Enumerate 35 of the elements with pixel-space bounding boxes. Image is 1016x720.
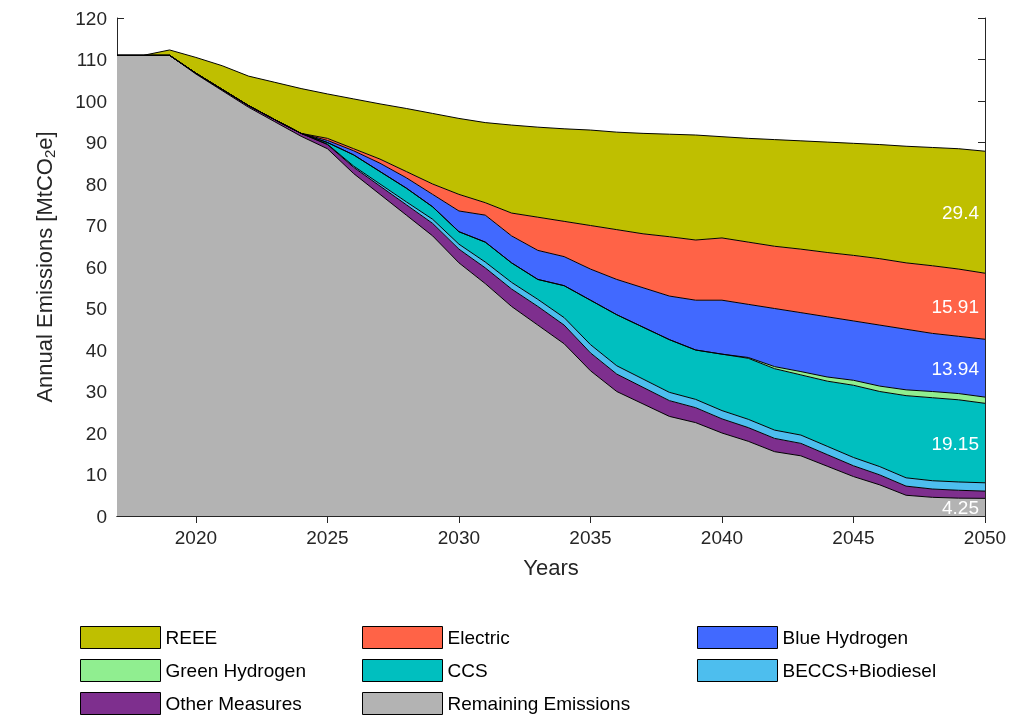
y-tick-label: 30: [85, 381, 107, 402]
y-tick-label: 50: [85, 298, 107, 319]
y-tick-label: 40: [85, 339, 107, 361]
y-tick-label: 80: [85, 173, 107, 195]
x-axis-title: Years: [523, 554, 579, 580]
x-tick-label: 2035: [569, 527, 612, 548]
legend-label: Blue Hydrogen: [782, 627, 909, 648]
x-tick-label: 2040: [700, 527, 744, 548]
legend-label: Electric: [447, 627, 510, 648]
y-tick-label: 100: [75, 90, 107, 112]
y-axis-title: Annual Emissions [MtCO2e]: [32, 131, 58, 403]
legend-label: Other Measures: [165, 693, 302, 714]
data-label: 19.15: [931, 432, 979, 454]
data-label: 15.91: [931, 295, 979, 317]
x-tick-label: 2050: [963, 527, 1007, 548]
y-tick-label: 10: [85, 464, 107, 485]
data-label: 29.4: [942, 201, 980, 223]
x-tick-label: 2020: [174, 527, 218, 548]
legend-label: CCS: [447, 660, 488, 681]
y-tick-label: 20: [85, 422, 107, 444]
x-tick-label: 2025: [306, 527, 349, 548]
y-tick-label: 90: [85, 132, 107, 153]
data-label: 13.94: [931, 357, 980, 379]
legend-label: Green Hydrogen: [165, 660, 306, 681]
legend-label: Remaining Emissions: [447, 693, 631, 714]
y-tick-label: 70: [85, 215, 107, 236]
legend-label: REEE: [165, 627, 218, 648]
y-tick-label: 110: [76, 49, 107, 70]
x-tick-label: 2030: [437, 527, 481, 548]
legend-label: BECCS+Biodiesel: [782, 660, 937, 681]
data-label: 4.25: [942, 496, 979, 518]
x-tick-label: 2045: [832, 527, 875, 548]
y-tick-label: 60: [85, 256, 107, 278]
y-tick-label: 0: [96, 505, 107, 527]
y-tick-label: 120: [75, 7, 107, 29]
